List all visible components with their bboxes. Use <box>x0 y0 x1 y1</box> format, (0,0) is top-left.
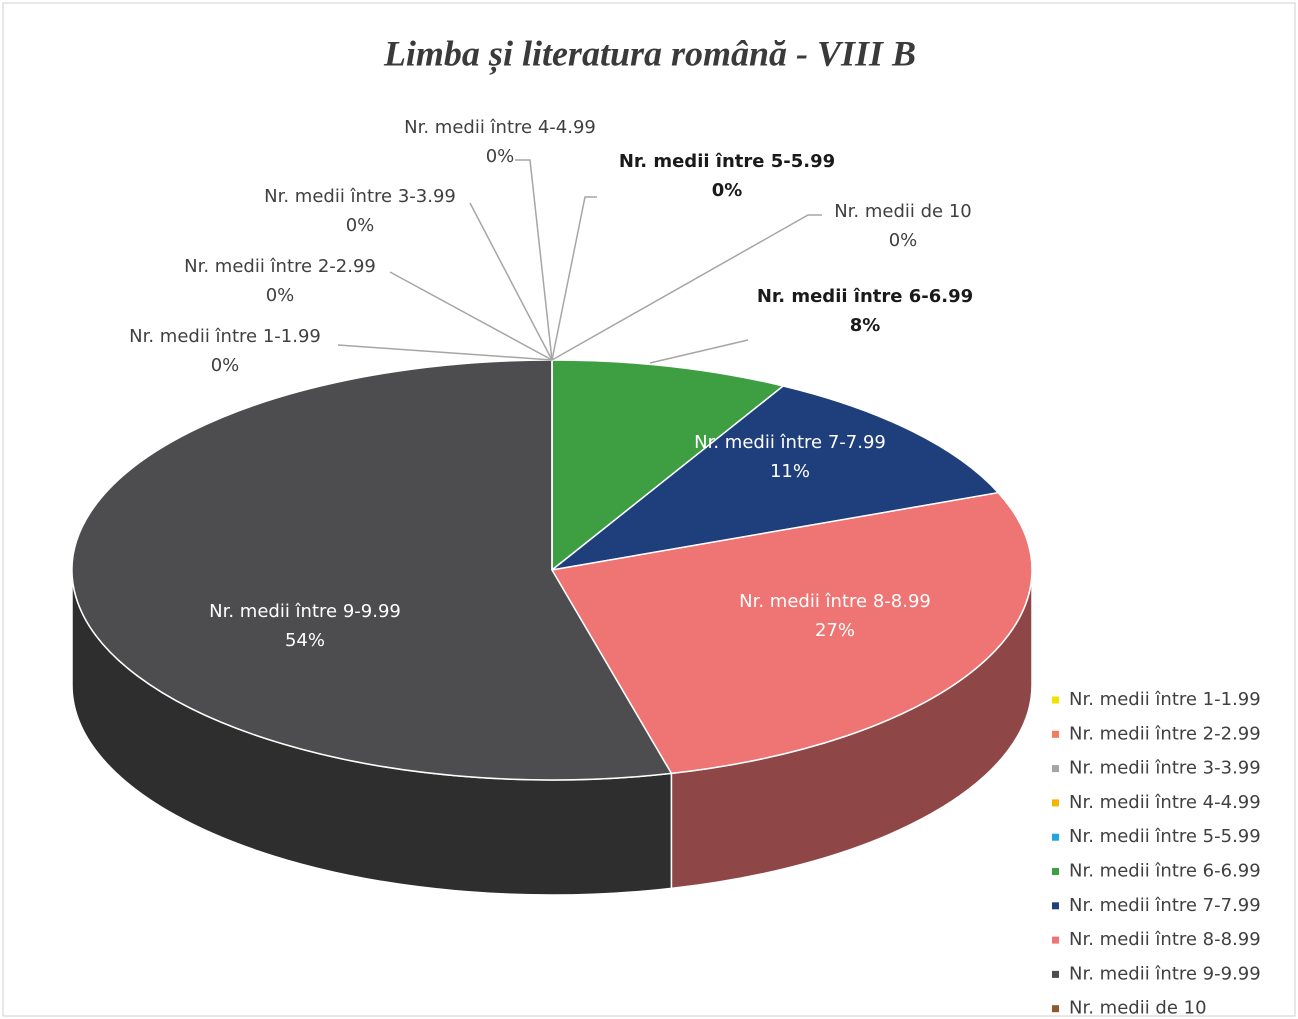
data-label-value: 0% <box>266 285 295 306</box>
legend-label: Nr. medii între 7-7.99 <box>1069 895 1261 916</box>
data-label-category: Nr. medii între 1-1.99 <box>129 326 321 347</box>
data-label-value: 11% <box>770 461 810 482</box>
legend-label: Nr. medii între 9-9.99 <box>1069 963 1261 984</box>
data-label-value: 0% <box>889 230 918 251</box>
data-label-value: 0% <box>486 146 515 167</box>
data-label-value: 54% <box>285 630 325 651</box>
legend-label: Nr. medii între 8-8.99 <box>1069 929 1261 950</box>
data-label-category: Nr. medii între 7-7.99 <box>694 432 886 453</box>
leader-line <box>551 214 822 361</box>
legend-label: Nr. medii între 4-4.99 <box>1069 792 1261 813</box>
legend-label: Nr. medii între 5-5.99 <box>1069 826 1261 847</box>
data-label-category: Nr. medii de 10 <box>834 201 972 222</box>
legend-label: Nr. medii între 2-2.99 <box>1069 723 1261 744</box>
pie-slice <box>551 385 1000 571</box>
pie-slice <box>551 359 785 572</box>
data-label-category: Nr. medii între 6-6.99 <box>757 286 973 307</box>
legend-swatch <box>1052 730 1059 738</box>
legend-swatch <box>1052 902 1059 910</box>
data-label-value: 27% <box>815 620 855 641</box>
legend-label: Nr. medii de 10 <box>1069 998 1207 1019</box>
legend-swatch <box>1052 936 1059 944</box>
data-label-value: 0% <box>346 215 375 236</box>
data-label-category: Nr. medii între 9-9.99 <box>209 601 401 622</box>
pie-slice <box>550 491 1033 775</box>
legend-swatch <box>1052 799 1059 807</box>
data-label-category: Nr. medii între 3-3.99 <box>264 186 456 207</box>
legend-label: Nr. medii între 6-6.99 <box>1069 861 1261 882</box>
legend-swatch <box>1052 868 1059 875</box>
legend-swatch <box>1052 833 1059 841</box>
data-label-category: Nr. medii între 5-5.99 <box>619 151 835 172</box>
legend-label: Nr. medii între 1-1.99 <box>1069 689 1261 710</box>
legend-label: Nr. medii între 3-3.99 <box>1069 758 1261 779</box>
legend-swatch <box>1052 696 1059 704</box>
data-label-category: Nr. medii între 2-2.99 <box>184 256 376 277</box>
leader-line <box>551 196 597 361</box>
legend-swatch <box>1052 970 1059 978</box>
data-label-value: 8% <box>850 315 881 336</box>
pie-slice <box>71 359 673 781</box>
leader-line <box>515 159 553 361</box>
data-label-category: Nr. medii între 8-8.99 <box>739 591 931 612</box>
leader-line <box>389 271 553 361</box>
leader-line <box>337 344 553 361</box>
legend-swatch <box>1052 765 1059 773</box>
data-label-value: 0% <box>712 180 743 201</box>
leader-line <box>469 202 553 361</box>
data-label-value: 0% <box>211 355 240 376</box>
data-label-category: Nr. medii între 4-4.99 <box>404 117 596 138</box>
chart-title: Limba și literatura română - VIII B <box>383 33 916 74</box>
legend-swatch <box>1052 1005 1059 1013</box>
leader-line <box>649 339 749 364</box>
